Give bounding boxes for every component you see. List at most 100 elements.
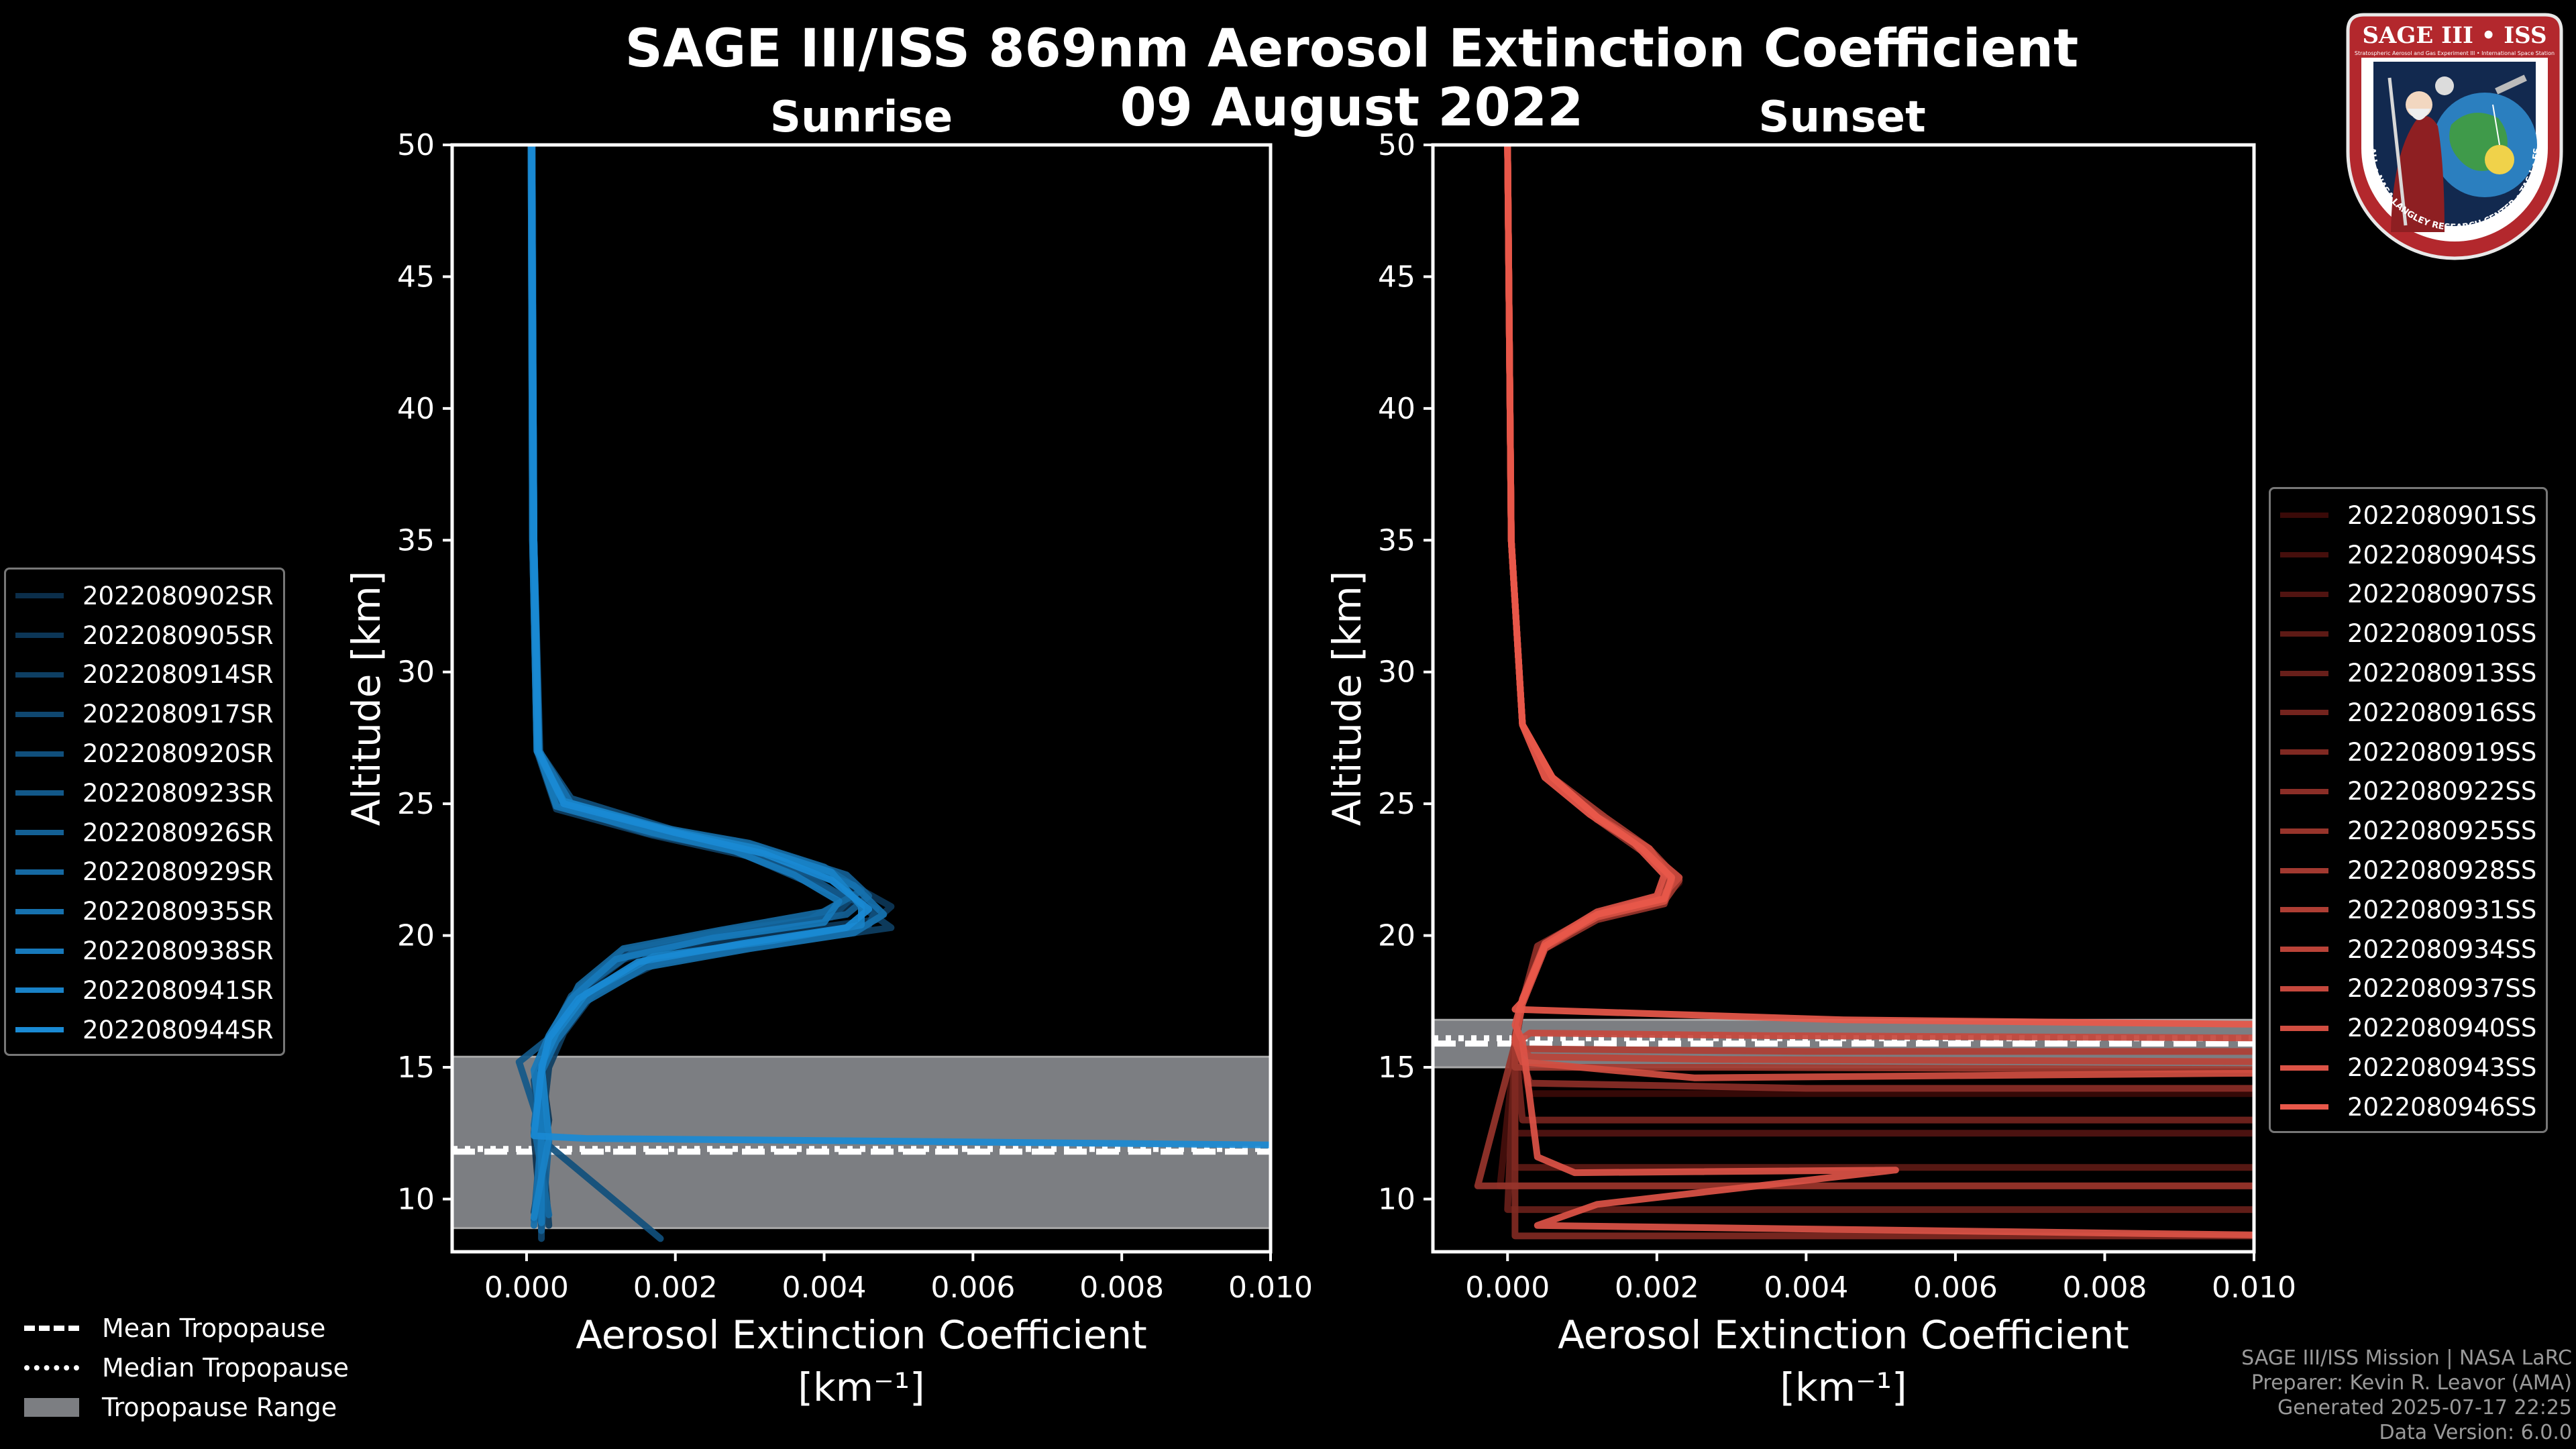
legend-label: 2022080931SS	[2347, 895, 2537, 924]
sunset-xaxis-label: Aerosol Extinction Coefficient	[1558, 1312, 2129, 1358]
credit-version: Data Version: 6.0.0	[2379, 1421, 2572, 1444]
badge-name: SAGE III • ISS	[2362, 22, 2546, 49]
sunrise-axes-frame	[450, 143, 1273, 1254]
credit-preparer: Preparer: Kevin R. Leavor (AMA)	[2251, 1371, 2572, 1395]
sunrise-ytick-label-30: 30	[397, 655, 435, 690]
legend-swatch	[2280, 591, 2328, 597]
legend-label: 2022080922SS	[2347, 777, 2537, 806]
legend-label: 2022080946SS	[2347, 1092, 2537, 1122]
chart-title-line2: 09 August 2022	[1120, 78, 1584, 138]
legend-label: 2022080929SR	[83, 857, 274, 887]
legend-swatch	[15, 790, 64, 796]
trop-legend-range: Tropopause Range	[24, 1387, 349, 1427]
sunset-ytick-label-25: 25	[1378, 787, 1415, 821]
legend-item-2022080937SS: 2022080937SS	[2280, 969, 2536, 1009]
legend-item-2022080904SS: 2022080904SS	[2280, 535, 2536, 575]
legend-item-2022080944SR: 2022080944SR	[15, 1010, 274, 1050]
iss-station-icon	[2495, 74, 2527, 95]
legend-swatch	[15, 1027, 64, 1033]
legend-swatch	[2280, 749, 2328, 755]
sunset-ytick-label-45: 45	[1378, 260, 1415, 294]
credit-generated: Generated 2025-07-17 22:25	[2277, 1396, 2572, 1419]
legend-item-2022080920SR: 2022080920SR	[15, 734, 274, 773]
series-line-2022080944SR	[528, 145, 1271, 1148]
legend-swatch	[15, 672, 64, 678]
badge-subtitle: Stratospheric Aerosol and Gas Experiment…	[2355, 50, 2555, 56]
sunrise-legend: 2022080902SR 2022080905SR 2022080914SR 2022…	[4, 568, 285, 1056]
sunrise-xtick-label-1: 0.002	[633, 1271, 718, 1305]
legend-item-2022080941SR: 2022080941SR	[15, 971, 274, 1010]
legend-label: 2022080926SR	[83, 818, 274, 847]
sunset-ytick-label-35: 35	[1378, 523, 1415, 557]
legend-label: 2022080944SR	[83, 1015, 274, 1044]
legend-label: 2022080934SS	[2347, 934, 2537, 964]
legend-label: 2022080935SR	[83, 897, 274, 926]
legend-item-2022080910SS: 2022080910SS	[2280, 614, 2536, 653]
sunrise-ytick-label-50: 50	[397, 128, 435, 162]
legend-item-2022080914SR: 2022080914SR	[15, 655, 274, 695]
series-line-2022080934SS	[1504, 145, 2254, 1065]
sunrise-xaxis-label: Aerosol Extinction Coefficient	[576, 1312, 1147, 1358]
sunrise-ytick-label-10: 10	[397, 1182, 435, 1216]
legend-swatch	[15, 987, 64, 994]
trop-legend-median: Median Tropopause	[24, 1348, 349, 1387]
legend-item-2022080919SS: 2022080919SS	[2280, 733, 2536, 772]
sunset-legend: 2022080901SS 2022080904SS 2022080907SS 2022…	[2269, 487, 2548, 1133]
sunset-xaxis-unit: [km⁻¹]	[1780, 1364, 1907, 1410]
series-line-2022080940SS	[1504, 145, 2254, 1081]
credits-block: SAGE III/ISS Mission | NASA LaRC Prepare…	[2241, 1346, 2572, 1445]
legend-swatch	[2280, 631, 2328, 637]
legend-label: 2022080917SR	[83, 700, 274, 729]
legend-swatch	[2280, 867, 2328, 873]
legend-label: 2022080941SR	[83, 975, 274, 1005]
sunset-xtick-label-4: 0.008	[2062, 1271, 2147, 1305]
sunrise-subplot-title: Sunrise	[769, 93, 953, 142]
sunset-yaxis-label: Altitude [km]	[1324, 571, 1370, 826]
legend-swatch	[2280, 1065, 2328, 1071]
trop-legend-range-label: Tropopause Range	[102, 1392, 337, 1422]
legend-swatch	[15, 711, 64, 717]
dashed-line-swatch	[24, 1325, 79, 1331]
legend-label: 2022080925SS	[2347, 816, 2537, 846]
legend-item-2022080917SR: 2022080917SR	[15, 694, 274, 734]
trop-legend-mean: Mean Tropopause	[24, 1308, 349, 1348]
sunrise-ytick-label-35: 35	[397, 523, 435, 557]
legend-item-2022080926SR: 2022080926SR	[15, 813, 274, 853]
legend-swatch	[2280, 947, 2328, 953]
sunrise-series-group	[515, 145, 1271, 1242]
legend-label: 2022080923SR	[83, 778, 274, 808]
tropopause-legend: Mean Tropopause Median Tropopause Tropop…	[24, 1308, 349, 1427]
legend-swatch	[15, 908, 64, 914]
legend-item-2022080935SR: 2022080935SR	[15, 892, 274, 931]
legend-swatch	[2280, 985, 2328, 991]
range-patch-swatch	[24, 1397, 79, 1417]
trop-legend-median-label: Median Tropopause	[102, 1352, 349, 1383]
sunset-ytick-label-40: 40	[1378, 392, 1415, 426]
legend-item-2022080931SS: 2022080931SS	[2280, 890, 2536, 930]
sage-iii-iss-mission-badge: SAGE III • ISS Stratospheric Aerosol and…	[2344, 11, 2563, 260]
legend-label: 2022080943SS	[2347, 1053, 2537, 1083]
sunset-xtick-label-2: 0.004	[1764, 1271, 1848, 1305]
legend-label: 2022080938SR	[83, 936, 274, 966]
legend-label: 2022080905SR	[83, 621, 274, 650]
legend-swatch	[15, 593, 64, 599]
legend-label: 2022080907SS	[2347, 580, 2537, 609]
moon-icon	[2435, 76, 2454, 95]
legend-swatch	[15, 633, 64, 639]
occultation-beam-icon	[2492, 104, 2500, 146]
legend-label: 2022080913SS	[2347, 659, 2537, 688]
legend-swatch	[15, 830, 64, 836]
sunset-ytick-label-10: 10	[1378, 1182, 1415, 1216]
legend-label: 2022080904SS	[2347, 540, 2537, 570]
legend-label: 2022080902SR	[83, 581, 274, 610]
legend-item-2022080928SS: 2022080928SS	[2280, 851, 2536, 890]
chart-title-line1: SAGE III/ISS 869nm Aerosol Extinction Co…	[625, 19, 2079, 79]
legend-item-2022080905SR: 2022080905SR	[15, 616, 274, 655]
legend-label: 2022080916SS	[2347, 698, 2537, 727]
sunrise-xtick-label-2: 0.004	[782, 1271, 867, 1305]
legend-label: 2022080914SR	[83, 660, 274, 690]
series-line-2022080907SS	[1504, 145, 2254, 1137]
sunrise-xtick-label-0: 0.000	[484, 1271, 569, 1305]
legend-swatch	[2280, 907, 2328, 913]
